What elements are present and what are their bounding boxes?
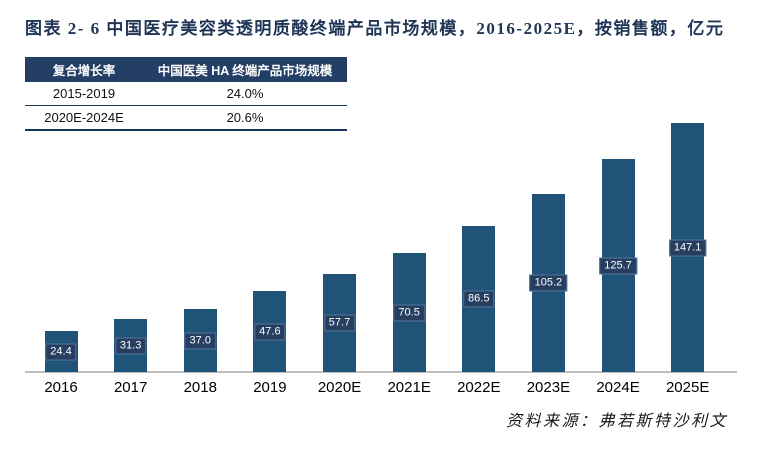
cagr-value-cell: 24.0% <box>226 86 264 101</box>
x-axis-label: 2025E <box>665 379 710 396</box>
cagr-value-cell: 20.6% <box>226 110 264 125</box>
table-row: 2015-2019 24.0% <box>25 82 347 106</box>
x-axis-label: 2022E <box>457 379 501 396</box>
x-axis-label: 2021E <box>387 379 431 396</box>
x-axis-label: 2024E <box>596 379 640 396</box>
bar-value-label: 31.3 <box>114 337 147 354</box>
bar-value-label: 37.0 <box>184 332 216 349</box>
cagr-table-header: 复合增长率 中国医美 HA 终端产品市场规模 <box>25 57 347 82</box>
x-axis-label: 2020E <box>317 379 362 396</box>
cagr-header-cell: 复合增长率 <box>52 64 116 78</box>
x-axis-line <box>25 371 737 373</box>
cagr-period-cell: 2015-2019 <box>52 86 116 101</box>
bar-value-label: 125.7 <box>599 257 637 274</box>
source-note: 资料来源：弗若斯特沙利文 <box>505 413 728 430</box>
cagr-period-cell: 2020E-2024E <box>44 110 124 125</box>
bar-value-label: 147.1 <box>668 239 707 256</box>
page-title: 图表 2- 6 中国医疗美容类透明质酸终端产品市场规模，2016-2025E，按… <box>25 19 725 38</box>
x-axis-label: 2018 <box>183 379 217 396</box>
bar-value-label: 105.2 <box>529 274 568 292</box>
bar-value-label: 57.7 <box>323 314 356 332</box>
bar-value-label: 24.4 <box>45 343 77 360</box>
x-axis-label: 2017 <box>113 379 148 396</box>
cagr-table: 复合增长率 中国医美 HA 终端产品市场规模 2015-2019 24.0% 2… <box>25 57 347 131</box>
table-row: 2020E-2024E 20.6% <box>25 106 347 131</box>
x-axis-label: 2023E <box>526 379 571 396</box>
x-axis-label: 2019 <box>253 379 287 396</box>
x-axis-label: 2016 <box>44 379 78 396</box>
bar-value-label: 70.5 <box>393 304 425 321</box>
cagr-header-cell: 中国医美 HA 终端产品市场规模 <box>157 64 333 78</box>
bar-value-label: 47.6 <box>254 323 286 340</box>
bar-value-label: 86.5 <box>463 290 495 308</box>
